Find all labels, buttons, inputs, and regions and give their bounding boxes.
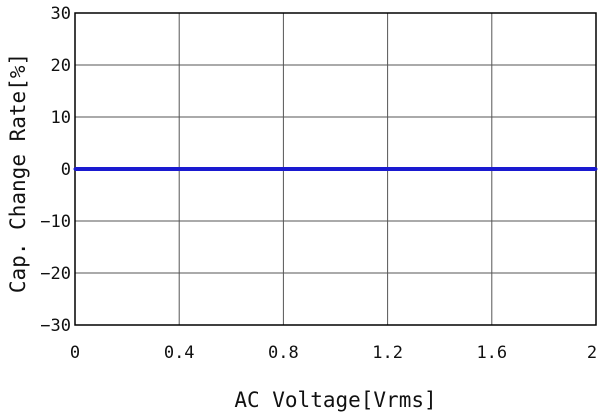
x-tick-label: 1.6 (476, 343, 507, 363)
x-tick-label: 0.4 (164, 343, 195, 363)
series-layer (73, 167, 598, 171)
data-point (490, 167, 494, 171)
x-tick-label: 0 (70, 343, 80, 363)
y-tick-label: −10 (40, 212, 71, 232)
x-tick-label: 0.8 (268, 343, 299, 363)
y-tick-label: 10 (51, 108, 71, 128)
x-tick-label: 2 (587, 343, 597, 363)
y-tick-label: 0 (61, 160, 71, 180)
data-point (177, 167, 181, 171)
y-tick-label: −20 (40, 264, 71, 284)
data-point (281, 167, 285, 171)
y-tick-label: 20 (51, 56, 71, 76)
y-axis-title: Cap. Change Rate[%] (6, 53, 30, 293)
x-tick-label: 1.2 (372, 343, 403, 363)
x-tick-labels: 0 0.4 0.8 1.2 1.6 2 (70, 343, 597, 363)
y-tick-label: −30 (40, 316, 71, 336)
data-point (73, 167, 77, 171)
y-tick-labels: 30 20 10 0 −10 −20 −30 (40, 4, 71, 336)
data-point (594, 167, 598, 171)
x-axis-title: AC Voltage[Vrms] (234, 388, 436, 412)
y-tick-label: 30 (51, 4, 71, 24)
data-point (386, 167, 390, 171)
